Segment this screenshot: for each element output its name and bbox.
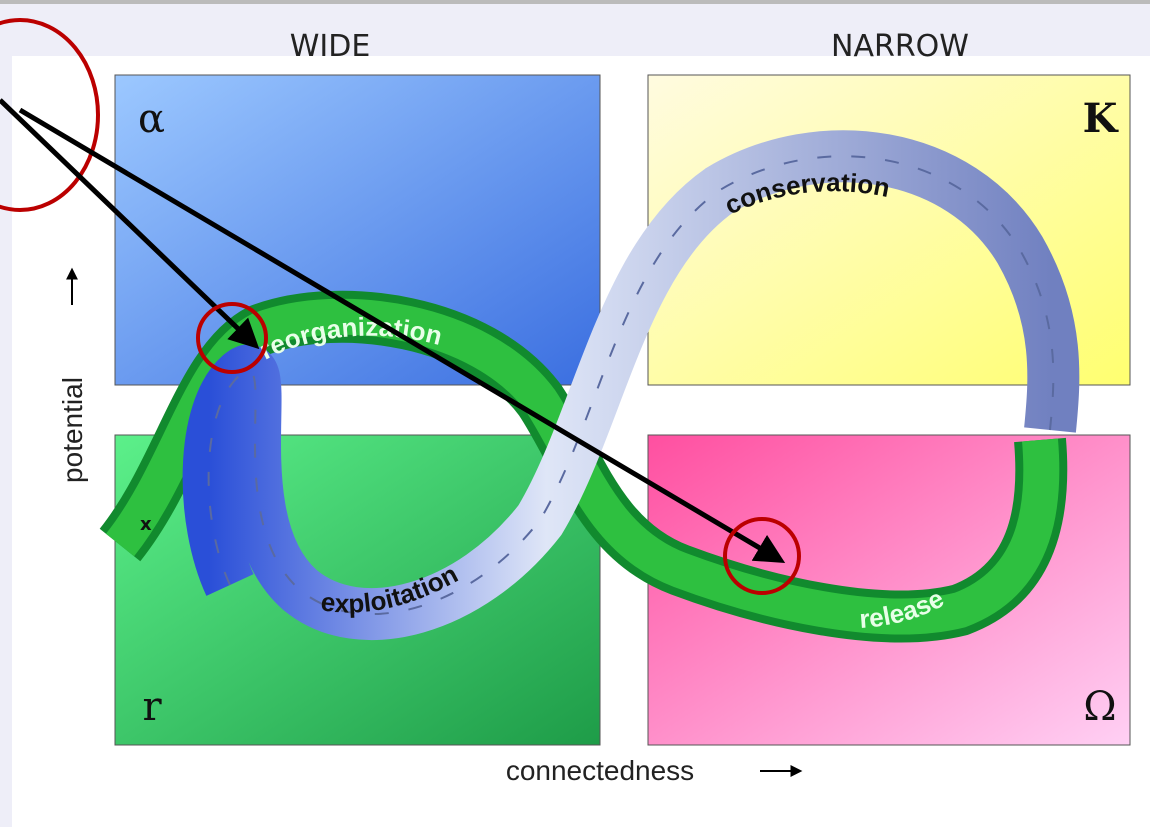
header-right: NARROW	[831, 29, 969, 64]
top-border	[0, 0, 1150, 4]
header-bar	[0, 0, 1150, 56]
quadrant-label: r	[142, 684, 162, 730]
x-axis-label: connectedness	[506, 755, 694, 786]
quadrant-label: K	[1083, 95, 1119, 142]
header-left: WIDE	[290, 29, 371, 64]
marker-x: x	[140, 514, 152, 535]
left-strip	[0, 56, 12, 827]
y-axis-label: potential	[57, 377, 88, 483]
quadrant-label: Ω	[1083, 684, 1116, 730]
diagram: WIDE NARROW α K r Ω conservation exploit…	[0, 0, 1150, 827]
quadrant-label: α	[138, 96, 165, 142]
